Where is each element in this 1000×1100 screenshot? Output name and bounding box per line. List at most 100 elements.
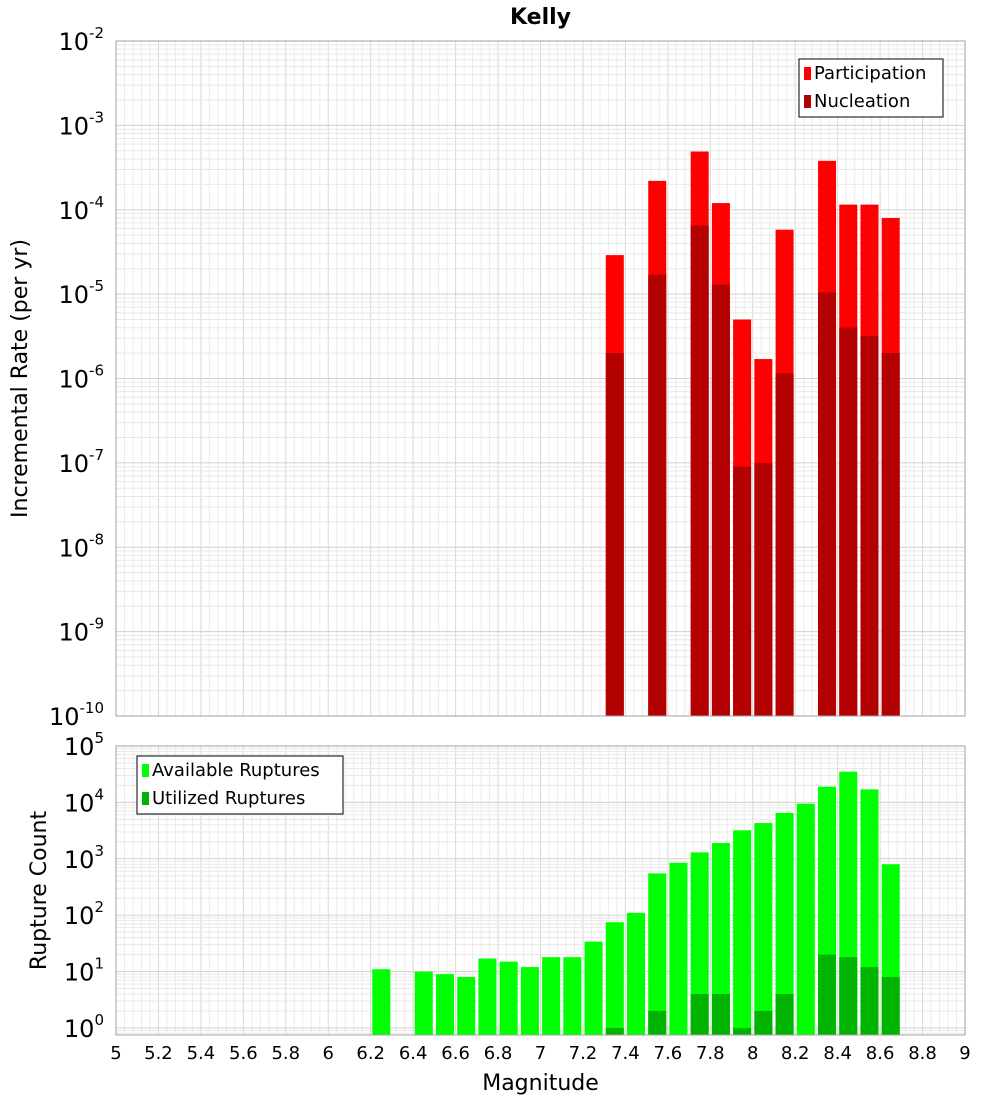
bar-utilized-ruptures [733,1027,752,1035]
y-tick-label: 10-7 [58,446,104,478]
y-tick-label: 102 [64,898,104,930]
legend-box [136,755,344,815]
count-plot-border [115,745,966,1036]
bar-available-ruptures [733,830,752,1035]
bar-available-ruptures [520,967,539,1035]
x-ticks: 5 5.2 5.4 5.6 5.8 6 6.2 6.4 6.6 6.8 7 7.2 7.4 7.6 7.8 8… [110,1043,970,1064]
legend-entry-label: Participation [814,63,926,84]
bar-utilized-ruptures [605,1027,624,1035]
bar-available-ruptures [754,823,773,1035]
bar-available-ruptures [372,969,391,1035]
x-tick-label: 6.2 [356,1043,385,1064]
y-tick-label: 10-3 [58,108,104,140]
legend-swatch [142,764,149,777]
x-tick-label: 7.2 [569,1043,598,1064]
chart-title: Kelly [510,5,571,30]
legend-swatch [142,792,149,805]
y-tick-label: 101 [64,955,104,987]
series-utilized-ruptures [605,954,900,1035]
x-tick-label: 7 [535,1043,546,1064]
bar-utilized-ruptures [775,994,794,1035]
bar-nucleation [605,353,624,716]
bar-nucleation [648,274,667,716]
bar-available-ruptures [796,803,815,1035]
x-tick-label: 6.6 [441,1043,470,1064]
bar-available-ruptures [669,862,688,1035]
bar-available-ruptures [711,843,730,1035]
bar-available-ruptures [690,852,709,1035]
x-tick-label: 9 [959,1043,970,1064]
rate-legend: Participation Nucleation [798,58,944,118]
bar-available-ruptures [627,912,646,1035]
x-tick-label: 7.8 [696,1043,725,1064]
legend-entry-label: Available Ruptures [152,760,320,781]
rate-plot-border [115,40,966,717]
legend-box [798,58,944,118]
count-y-axis-label: Rupture Count [27,811,52,971]
bar-nucleation [733,466,752,716]
y-tick-label: 10-10 [49,699,104,731]
bar-available-ruptures [775,812,794,1035]
y-tick-label: 105 [64,729,104,761]
bar-utilized-ruptures [690,994,709,1035]
x-tick-label: 8 [747,1043,758,1064]
y-tick-label: 10-5 [58,277,104,309]
x-axis-label: Magnitude [482,1071,599,1096]
bar-available-ruptures [414,971,433,1035]
bar-available-ruptures [499,961,518,1035]
x-tick-label: 5.4 [187,1043,216,1064]
x-tick-label: 8.4 [823,1043,852,1064]
bar-available-ruptures [478,958,497,1035]
bar-utilized-ruptures [711,994,730,1035]
bar-nucleation [839,327,858,716]
rate-grid [115,41,966,717]
bar-utilized-ruptures [839,957,858,1035]
bar-available-ruptures [542,957,561,1035]
x-tick-label: 8.2 [781,1043,810,1064]
x-tick-label: 5.6 [229,1043,258,1064]
y-tick-label: 104 [64,785,104,817]
bar-utilized-ruptures [754,1010,773,1035]
y-tick-label: 10-6 [58,362,104,394]
y-tick-label: 100 [64,1011,104,1043]
bar-available-ruptures [457,977,476,1035]
rate-panel: 10-10 10-9 10-8 10-7 10-6 10-5 10-4 10-3 10-2 Inc… [8,24,966,731]
bar-available-ruptures [584,941,603,1035]
legend-entry-label: Utilized Ruptures [152,788,305,809]
y-tick-label: 10-8 [58,530,104,562]
bar-available-ruptures [605,922,624,1035]
x-tick-label: 7.4 [611,1043,640,1064]
bar-available-ruptures [435,974,454,1035]
bar-nucleation [860,335,879,716]
y-tick-label: 10-2 [58,24,104,56]
bar-nucleation [690,225,709,716]
bar-nucleation [754,462,773,716]
count-legend: Available Ruptures Utilized Ruptures [136,755,344,815]
bar-available-ruptures [563,957,582,1035]
bar-available-ruptures [648,873,667,1035]
legend-entry-label: Nucleation [814,91,910,112]
bar-nucleation [711,284,730,716]
rate-y-axis-label: Incremental Rate (per yr) [8,239,33,518]
bar-utilized-ruptures [860,967,879,1035]
bar-utilized-ruptures [881,977,900,1035]
count-panel: 100 101 102 103 104 105 Rupture Count Available… [27,729,966,1043]
x-tick-label: 8.6 [866,1043,895,1064]
x-tick-label: 6.4 [399,1043,428,1064]
x-tick-label: 6 [323,1043,334,1064]
x-tick-label: 5.8 [271,1043,300,1064]
series-nucleation [605,225,900,716]
rate-y-ticks: 10-10 10-9 10-8 10-7 10-6 10-5 10-4 10-3 10-2 [49,24,104,731]
y-tick-label: 103 [64,842,104,874]
count-y-ticks: 100 101 102 103 104 105 [64,729,104,1043]
legend-swatch [804,67,811,80]
x-tick-label: 5.2 [144,1043,173,1064]
bar-nucleation [881,353,900,716]
bar-utilized-ruptures [818,954,837,1035]
x-tick-label: 5 [110,1043,121,1064]
y-tick-label: 10-4 [58,193,104,225]
bar-nucleation [818,292,837,716]
series-available-ruptures [372,771,900,1035]
y-tick-label: 10-9 [58,615,104,647]
